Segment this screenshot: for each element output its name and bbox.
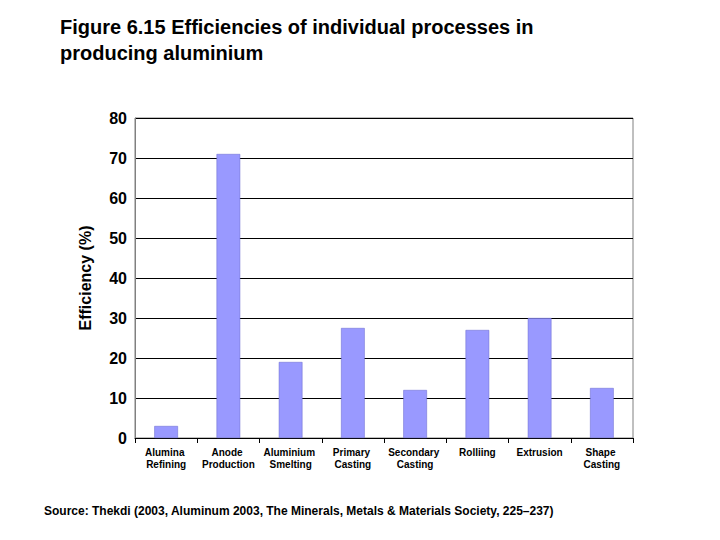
svg-text:20: 20	[109, 350, 127, 367]
svg-text:0: 0	[118, 430, 127, 447]
svg-text:Refining: Refining	[146, 459, 186, 470]
svg-text:70: 70	[109, 150, 127, 167]
svg-text:Casting: Casting	[584, 459, 621, 470]
svg-text:Production: Production	[202, 459, 255, 470]
svg-text:Rolliing: Rolliing	[459, 447, 496, 458]
svg-text:80: 80	[109, 110, 127, 127]
svg-text:Secondary: Secondary	[388, 447, 442, 458]
svg-text:40: 40	[109, 270, 127, 287]
svg-text:Figure 6.15 Efficiencies of in: Figure 6.15 Efficiencies of individual p…	[60, 16, 539, 38]
svg-text:Anode: Anode	[211, 447, 245, 458]
svg-text:Aluminium: Aluminium	[263, 447, 317, 458]
svg-text:Casting: Casting	[335, 459, 372, 470]
svg-text:10: 10	[109, 390, 127, 407]
svg-text:60: 60	[109, 190, 127, 207]
svg-text:Extrusion: Extrusion	[517, 447, 563, 458]
svg-text:Source: Thekdi (2003, Aluminum: Source: Thekdi (2003, Aluminum 2003, The…	[44, 504, 554, 518]
svg-text:Smelting: Smelting	[270, 459, 312, 470]
svg-text:Shape: Shape	[585, 447, 618, 458]
svg-text:Primary: Primary	[333, 447, 373, 458]
svg-text:Casting: Casting	[397, 459, 434, 470]
svg-text:producing aluminium: producing aluminium	[60, 42, 263, 64]
svg-text:30: 30	[109, 310, 127, 327]
svg-text:Efficiency (%): Efficiency (%)	[77, 226, 94, 331]
svg-text:50: 50	[109, 230, 127, 247]
svg-text:Alumina: Alumina	[145, 447, 187, 458]
